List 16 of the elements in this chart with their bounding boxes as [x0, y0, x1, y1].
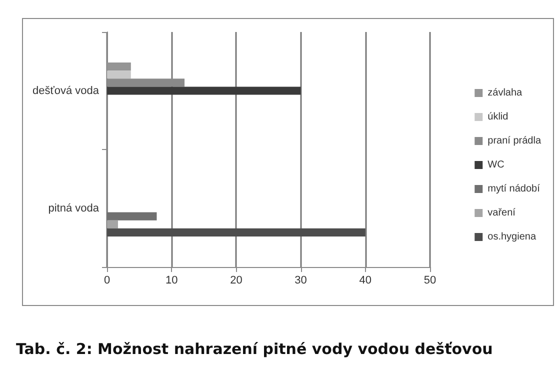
legend-label: závlaha — [488, 88, 523, 98]
legend-label: praní prádla — [488, 136, 542, 146]
x-tick-label: 0 — [104, 274, 110, 286]
legend-label: úklid — [488, 112, 508, 122]
text: Tab. č. 2: Možnost nahrazení pitné vody vodou dešťovou — [16, 340, 493, 358]
legend-label: WC — [488, 160, 504, 170]
x-tick-label: 50 — [424, 274, 436, 286]
legend-label: vaření — [488, 208, 516, 218]
x-tick-label: 20 — [230, 274, 242, 286]
legend-label: mytí nádobí — [488, 184, 540, 194]
y-tick-label: dešťová voda — [32, 84, 100, 97]
x-tick-label: 10 — [165, 274, 178, 286]
legend-label: os.hygiena — [488, 232, 536, 242]
x-tick-label: 30 — [294, 274, 307, 286]
x-tick-label: 40 — [359, 274, 372, 286]
y-tick-label: pitná voda — [48, 202, 100, 214]
